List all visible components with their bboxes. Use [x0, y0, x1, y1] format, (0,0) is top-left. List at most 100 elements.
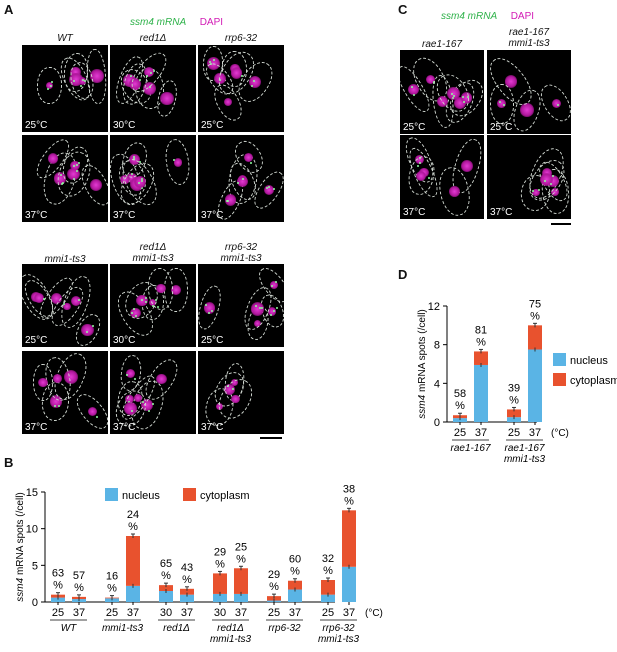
nucleus-signal [532, 189, 540, 197]
nucleus-signal [551, 98, 561, 108]
percent-sign: % [74, 582, 84, 594]
group-label: rrp6-32 [322, 623, 355, 634]
group-label: rae1-167 [504, 443, 544, 454]
y-tick-label: 10 [26, 524, 38, 536]
mrna-spot [549, 182, 552, 185]
strain-label-line1: rrp6-32 [224, 242, 258, 253]
micrograph-tile: 25°C [22, 45, 108, 132]
percent-sign: % [215, 558, 225, 570]
bar-cytoplasm [474, 351, 488, 365]
strain-label-line1: rae1-167 [508, 27, 550, 38]
legend-label-cytoplasm: cytoplasm [200, 490, 250, 502]
mrna-spot [275, 307, 278, 310]
micrograph-tile: 37°C [198, 135, 284, 222]
mrna-spot [461, 96, 464, 99]
percent-label: 29 [214, 546, 226, 558]
nucleus-signal [269, 280, 279, 290]
nucleus-signal [143, 81, 156, 95]
percent-label: 60 [289, 554, 301, 566]
group-label: mmi1-ts3 [318, 634, 360, 645]
nucleus-signal [124, 402, 138, 415]
bar-nucleus [234, 593, 248, 602]
nucleus-signal [454, 96, 466, 109]
percent-sign: % [476, 336, 486, 348]
mrna-spot [254, 305, 257, 308]
mrna-spot [85, 330, 88, 333]
x-tick-label: 37 [529, 427, 541, 439]
percent-sign: % [236, 553, 246, 565]
micrograph-tile: 37°C [400, 135, 484, 219]
bar-cytoplasm [528, 325, 542, 350]
mrna-spot [148, 85, 151, 88]
mrna-spot [417, 164, 420, 167]
nucleus-signal [125, 394, 134, 404]
mrna-spot [232, 387, 235, 390]
temperature-label: 37°C [201, 422, 224, 433]
percent-sign: % [530, 310, 540, 322]
mrna-spot [91, 324, 94, 327]
mrna-spot [269, 313, 272, 316]
mrna-spot [537, 189, 540, 192]
mrna-spot [204, 304, 207, 307]
dapi-legend-label: DAPI [510, 11, 535, 22]
mrna-spot [450, 93, 453, 96]
nucleus-signal [129, 154, 141, 166]
mrna-spot [419, 162, 422, 165]
bar-nucleus [213, 593, 227, 602]
bar-cytoplasm [159, 585, 173, 591]
nucleus-signal [141, 398, 154, 411]
mrna-spot [268, 185, 271, 188]
nucleus-signal [415, 155, 424, 165]
nucleus-signal [53, 374, 62, 384]
mrna-spot [95, 416, 98, 419]
bar-nucleus [180, 594, 194, 602]
percent-label: 65 [160, 558, 172, 570]
y-tick-label: 0 [434, 417, 440, 429]
legend-label-cytoplasm: cytoplasm [570, 375, 617, 387]
mrna-spot [148, 409, 151, 412]
temperature-label: 37°C [403, 207, 426, 218]
mrna-spot [250, 161, 253, 164]
mrna-spot [132, 158, 135, 161]
strain-label-red1: red1Δ [139, 33, 167, 44]
bar-cytoplasm [234, 568, 248, 594]
group-label: rrp6-32 [268, 623, 301, 634]
group-label: WT [61, 623, 77, 634]
x-tick-label: 25 [322, 607, 334, 619]
mrna-spot [410, 86, 413, 89]
x-tick-label: 37 [475, 427, 487, 439]
nucleus-signal [134, 393, 142, 402]
mrna-spot [134, 315, 137, 318]
strain-label-line2: mmi1-ts3 [220, 253, 262, 264]
nucleus-signal [38, 377, 48, 387]
temperature-label: 37°C [25, 210, 48, 221]
percent-label: 39 [508, 382, 520, 394]
percent-sign: % [128, 521, 138, 533]
y-axis-label: ssm4 mRNA spots (/cell) [15, 492, 26, 601]
scale-bar [260, 437, 282, 439]
mrna-spot [499, 101, 502, 104]
x-tick-label: 30 [214, 607, 226, 619]
mrna-spot [144, 301, 147, 304]
panel-letter-c: C [398, 2, 408, 17]
mrna-spot [138, 182, 141, 185]
percent-sign: % [509, 394, 519, 406]
nucleus-signal [126, 368, 136, 378]
percent-label: 58 [454, 388, 466, 400]
mrna-spot [75, 164, 78, 167]
nucleus-signal [231, 394, 240, 404]
percent-sign: % [182, 574, 192, 586]
mrna-spot [50, 84, 53, 87]
bar-cytoplasm [321, 580, 335, 595]
mrna-spot [173, 158, 176, 161]
dapi-legend-label: DAPI [199, 17, 224, 28]
strain-label-line2: mmi1-ts3 [132, 253, 174, 264]
y-tick-label: 0 [32, 597, 38, 609]
mrna-spot [260, 307, 263, 310]
percent-label: 81 [475, 324, 487, 336]
nucleus-signal [223, 98, 233, 107]
x-tick-label: 37 [289, 607, 301, 619]
legend-label-nucleus: nucleus [122, 490, 160, 502]
y-tick-label: 4 [434, 378, 440, 390]
y-tick-label: 15 [26, 487, 38, 499]
